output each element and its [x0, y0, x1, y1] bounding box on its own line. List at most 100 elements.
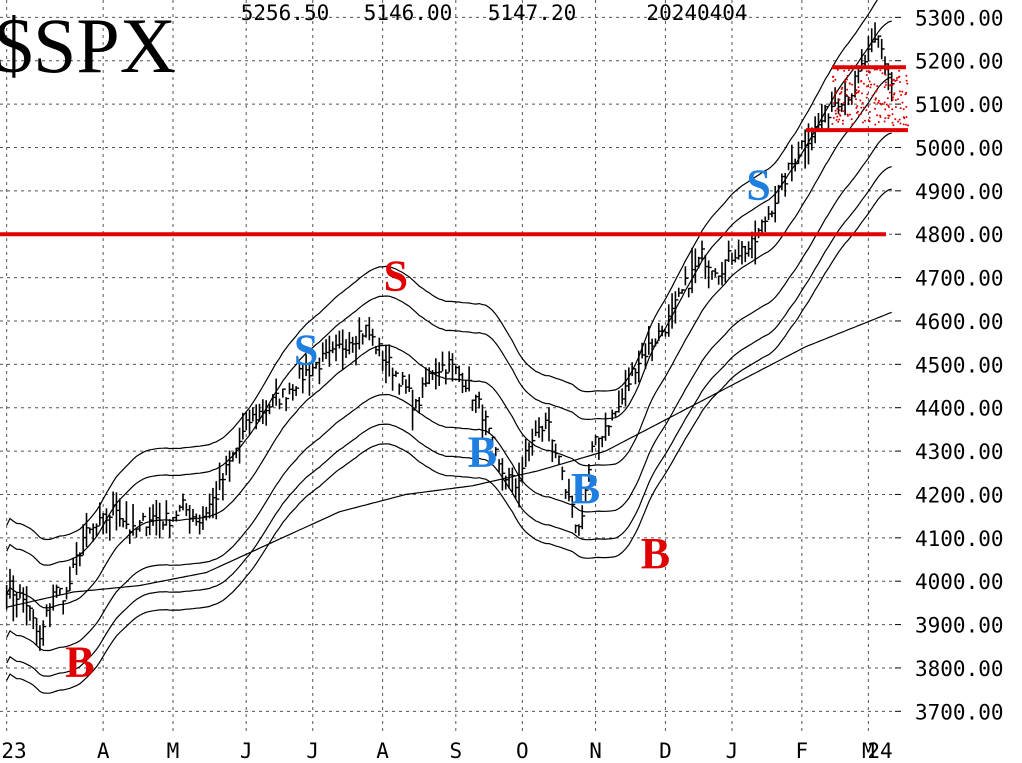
range-scatter-dot: [842, 101, 845, 104]
range-scatter-dot: [881, 72, 884, 75]
range-scatter-dot: [834, 92, 836, 95]
range-scatter-dot: [838, 109, 841, 112]
range-scatter-dot: [863, 106, 865, 109]
range-scatter-dot: [867, 85, 869, 88]
range-scatter-dot: [866, 93, 869, 96]
header-value: 20240404: [646, 1, 747, 25]
x-tick-label: D: [659, 739, 672, 763]
range-scatter-dot: [898, 90, 901, 93]
range-scatter-dot: [891, 98, 894, 101]
range-scatter-dot: [833, 96, 836, 99]
x-tick-label: 24: [867, 739, 892, 763]
y-tick-label: 4200.00: [915, 483, 1004, 507]
x-tick-label: O: [516, 739, 529, 763]
range-scatter-dot: [907, 124, 909, 127]
range-scatter-dot: [888, 91, 891, 94]
envelope-band: [6, 20, 892, 566]
range-scatter-dot: [879, 69, 882, 72]
range-scatter-dot: [851, 101, 854, 104]
range-scatter-dot: [838, 98, 841, 101]
range-scatter-dot: [894, 99, 897, 102]
x-tick-label: A: [376, 739, 389, 763]
range-scatter-dot: [845, 93, 848, 96]
range-scatter-dot: [838, 113, 841, 116]
range-scatter-dot: [873, 68, 876, 71]
signal-label: B: [468, 427, 497, 476]
range-scatter-dot: [861, 92, 863, 95]
x-tick-label: 23: [1, 739, 26, 763]
range-scatter-dot: [841, 86, 844, 89]
range-scatter-dot: [857, 86, 860, 89]
range-scatter-dot: [855, 91, 858, 94]
range-scatter-dot: [877, 101, 880, 104]
chart-title: $SPX: [0, 2, 176, 89]
y-tick-label: 4300.00: [915, 440, 1004, 464]
header-value: 5256.50: [241, 1, 330, 25]
range-scatter-dot: [874, 107, 876, 110]
x-axis-labels: 23 A M J J A S O N D J F M24: [1, 739, 892, 763]
range-scatter-dot: [888, 114, 891, 117]
range-scatter-dot: [899, 107, 902, 110]
range-scatter-dot: [904, 93, 907, 96]
y-tick-label: 5100.00: [915, 93, 1004, 117]
range-scatter-dot: [901, 101, 904, 104]
range-scatter-dot: [841, 122, 844, 125]
range-scatter-dot: [851, 123, 854, 126]
y-tick-label: 4900.00: [915, 180, 1004, 204]
range-scatter-dot: [873, 83, 876, 86]
range-scatter-dot: [867, 119, 870, 122]
y-tick-label: 4100.00: [915, 527, 1004, 551]
range-scatter-dot: [898, 118, 901, 121]
y-tick-label: 4000.00: [915, 570, 1004, 594]
range-scatter-dot: [905, 116, 908, 118]
range-scatter-dot: [878, 99, 880, 102]
range-scatter-dot: [873, 101, 876, 104]
range-scatter-dot: [838, 118, 841, 121]
range-scatter-dot: [846, 78, 848, 81]
range-scatter-dot: [905, 74, 908, 77]
range-scatter-dot: [899, 81, 901, 83]
range-scatter-dot: [906, 82, 909, 85]
range-scatter-dot: [846, 113, 849, 116]
range-scatter-dot: [893, 93, 895, 96]
signal-label: S: [384, 252, 408, 301]
range-scatter-dot: [884, 81, 887, 84]
range-scatter-dot: [900, 94, 903, 96]
range-scatter-dot: [902, 116, 905, 119]
range-scatter-dot: [891, 108, 894, 111]
signal-label: B: [641, 529, 670, 578]
gridlines: [0, 0, 895, 733]
range-scatter-dot: [874, 123, 877, 126]
range-scatter-dot: [876, 114, 879, 117]
range-scatter-dot: [836, 68, 839, 71]
range-scatter-dot: [901, 90, 904, 93]
y-tick-label: 5000.00: [915, 136, 1004, 160]
range-scatter-dot: [868, 116, 871, 119]
range-scatter-dot: [832, 116, 835, 119]
range-scatter-dot: [891, 121, 894, 124]
range-scatter-dot: [858, 114, 860, 117]
envelope-bands: [6, 0, 892, 694]
range-scatter-dot: [875, 68, 878, 71]
range-scatter-dot: [899, 122, 902, 125]
range-scatter-dot: [860, 106, 863, 109]
range-scatter-dot: [843, 69, 846, 72]
range-scatter-dot: [835, 119, 838, 121]
range-scatter-dot: [851, 83, 854, 86]
header-values: 5256.50 5146.00 5147.20 20240404: [241, 1, 748, 25]
range-scatter-dot: [848, 82, 851, 85]
x-tick-label: N: [589, 739, 602, 763]
range-scatter-dot: [836, 115, 839, 118]
range-scatter-dot: [886, 97, 889, 100]
y-tick-label: 4500.00: [915, 353, 1004, 377]
header-value: 5146.00: [364, 1, 453, 25]
range-scatter-dot: [876, 85, 879, 87]
range-scatter-dot: [884, 73, 887, 76]
price-bars: [5, 22, 895, 651]
range-scatter-dot: [894, 118, 897, 121]
range-scatter-dot: [842, 119, 844, 122]
range-scatter-dot: [887, 106, 890, 108]
range-scatter-dot: [883, 120, 886, 123]
